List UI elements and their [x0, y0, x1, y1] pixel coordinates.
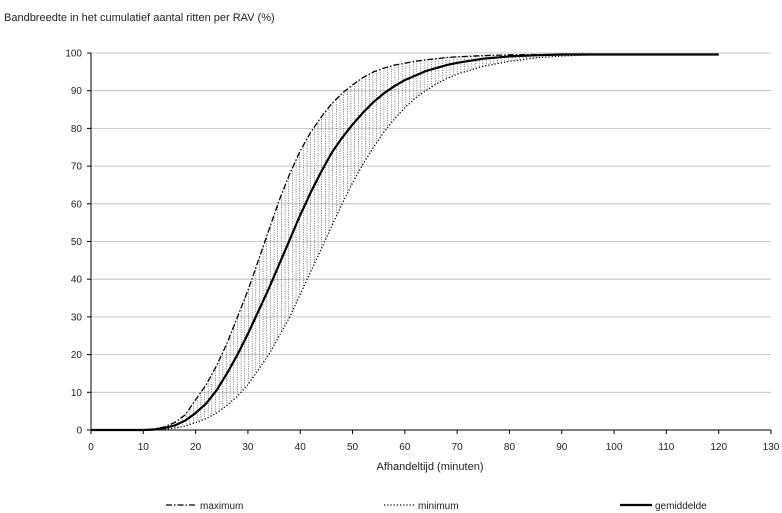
x-axis-ticks: 0 10 20 30 40 50 60 70 80 90 100 110 120 130 [88, 430, 780, 453]
y-tick-label-7: 70 [71, 162, 83, 173]
band-hatching [163, 54, 560, 430]
y-tick-label-4: 40 [71, 275, 83, 286]
grid-lines [91, 52, 771, 393]
x-axis-label: Afhandeltijd (minuten) [376, 461, 483, 473]
chart-title: Bandbreedte in het cumulatief aantal rit… [4, 12, 275, 24]
x-tick-label-12: 120 [710, 442, 727, 453]
x-tick-label-1: 10 [138, 442, 150, 453]
series-lines [91, 53, 719, 432]
x-tick-label-6: 60 [399, 442, 411, 453]
y-tick-label-5: 50 [71, 237, 83, 248]
y-tick-label-10: 100 [65, 49, 82, 60]
y-tick-label-3: 30 [71, 312, 83, 323]
x-tick-label-13: 130 [763, 442, 780, 453]
x-tick-label-2: 20 [190, 442, 202, 453]
series-line-maximum [91, 53, 719, 431]
x-tick-label-7: 70 [452, 442, 464, 453]
y-tick-label-1: 10 [71, 388, 83, 399]
y-axis-ticks: 0 10 20 30 40 50 60 70 80 90 100 [65, 49, 91, 437]
y-tick-label-0: 0 [76, 426, 82, 437]
y-tick-label-6: 60 [71, 199, 83, 210]
x-tick-label-8: 80 [504, 442, 516, 453]
legend-label-maximum: maximum [200, 501, 243, 512]
legend-label-minimum: minimum [418, 501, 459, 512]
legend: maximum minimum gemiddelde [166, 501, 707, 512]
y-tick-label-2: 20 [71, 350, 83, 361]
series-line-gemiddelde [91, 53, 719, 432]
x-tick-label-9: 90 [556, 442, 568, 453]
x-tick-label-10: 100 [606, 442, 623, 453]
x-tick-label-0: 0 [88, 442, 94, 453]
x-tick-label-11: 110 [658, 442, 674, 453]
y-tick-label-9: 90 [71, 86, 83, 97]
legend-label-gemiddelde: gemiddelde [655, 501, 707, 512]
x-tick-label-5: 50 [347, 442, 359, 453]
series-line-minimum [91, 53, 719, 431]
x-tick-label-3: 30 [242, 442, 254, 453]
y-tick-label-8: 80 [71, 124, 83, 135]
x-tick-label-4: 40 [295, 442, 307, 453]
